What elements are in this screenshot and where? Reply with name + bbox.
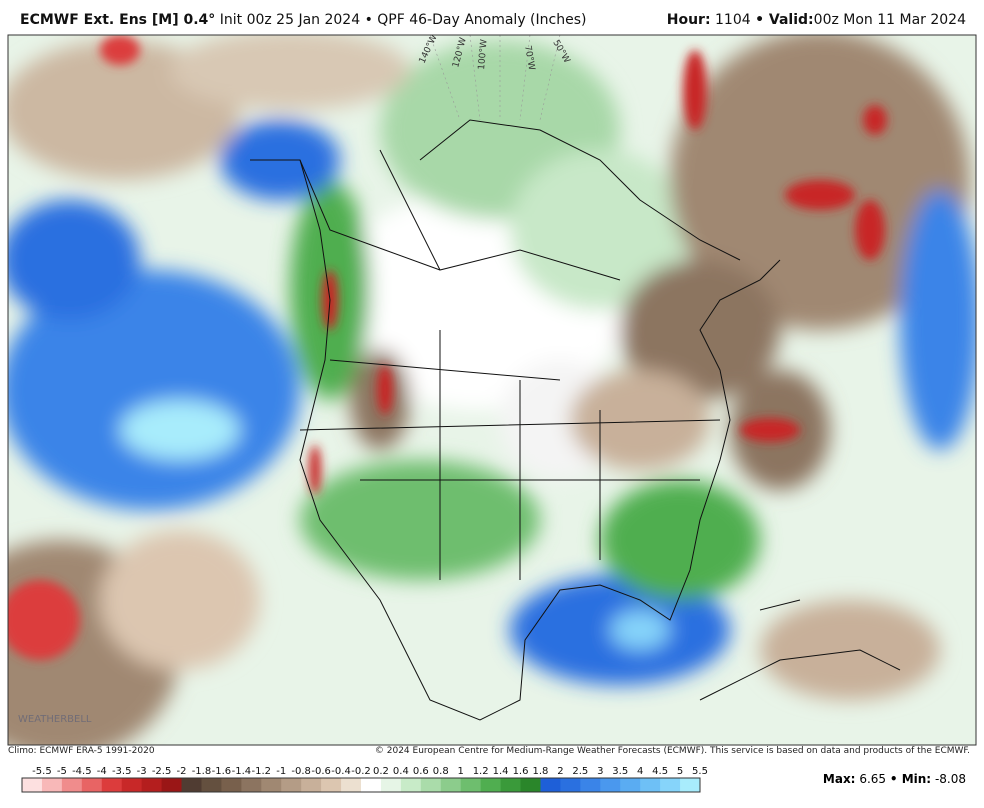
colorbar-tick-label: -1.8 <box>192 766 212 777</box>
colorbar-segment <box>121 778 143 792</box>
colorbar-tick-label: 1.2 <box>473 766 489 777</box>
colorbar-segment <box>81 778 103 792</box>
colorbar-tick-label: -0.8 <box>291 766 311 777</box>
max-label: Max: <box>822 772 856 786</box>
colorbar-tick-label: -1.4 <box>232 766 252 777</box>
colorbar-tick-label: -3.5 <box>112 766 132 777</box>
colorbar-segment <box>500 778 522 792</box>
colorbar-segment <box>620 778 641 792</box>
header-right: Hour: 1104 • Valid:00z Mon 11 Mar 2024 <box>667 12 966 28</box>
colorbar-tick-label: 2.5 <box>572 766 588 777</box>
max-min: Max: 6.65 • Min: -8.08 <box>823 772 966 786</box>
colorbar-tick-label: 0.4 <box>393 766 409 777</box>
colorbar-segment <box>261 778 282 792</box>
colorbar-segment <box>361 778 382 792</box>
copyright: © 2024 European Centre for Medium-Range … <box>374 746 970 756</box>
colorbar-segment <box>560 778 581 792</box>
colorbar-segment <box>221 778 242 792</box>
colorbar-segment <box>600 778 621 792</box>
colorbar-tick-label: -2 <box>177 766 187 777</box>
colorbar-segment <box>301 778 322 792</box>
colorbar-segment <box>101 778 123 792</box>
colorbar-segment <box>161 778 183 792</box>
colorbar-segment <box>480 778 502 792</box>
colorbar-segment <box>520 778 541 792</box>
colorbar-tick-label: 3.5 <box>612 766 628 777</box>
colorbar-tick-label: 5.5 <box>692 766 708 777</box>
max: 6.65 <box>859 772 887 786</box>
colorbar-tick-label: 4 <box>637 766 643 777</box>
colorbar-segment <box>640 778 661 792</box>
model: ECMWF Ext. Ens [M] 0.4° <box>20 12 216 28</box>
colorbar-segment <box>201 778 222 792</box>
colorbar-segment <box>400 778 422 792</box>
valid-label: • Valid: <box>755 12 814 28</box>
colorbar-tick-label: 3 <box>597 766 603 777</box>
min: -8.08 <box>934 772 966 786</box>
colorbar-tick-label: 5 <box>677 766 683 777</box>
colorbar-tick-label: 0.6 <box>413 766 429 777</box>
colorbar-segment <box>321 778 342 792</box>
colorbar-segment <box>540 778 561 792</box>
colorbar-segment <box>41 778 63 792</box>
colorbar-segment <box>420 778 442 792</box>
colorbar-segment <box>61 778 83 792</box>
colorbar-tick-label: 2 <box>557 766 563 777</box>
colorbar-segment <box>341 778 362 792</box>
colorbar-tick-label: 1.4 <box>493 766 509 777</box>
colorbar-segment <box>440 778 462 792</box>
min-label: • Min: <box>889 772 932 786</box>
lon-label: 70°W <box>522 45 536 71</box>
colorbar-tick-label: -2.5 <box>152 766 172 777</box>
hour: 1104 <box>715 12 751 28</box>
colorbar-tick-label: -0.2 <box>351 766 371 777</box>
lon-label: 100°W <box>477 39 490 70</box>
colorbar-segment <box>460 778 482 792</box>
colorbar-tick-label: -0.4 <box>331 766 351 777</box>
colorbar-frame <box>21 777 701 793</box>
colorbar-segment <box>680 778 701 792</box>
colorbar-tick-label: -4 <box>97 766 107 777</box>
watermark: WEATHERBELL <box>18 714 92 725</box>
anomaly-field: 140°W 120°W 100°W 70°W 50°W WEATHERBELL <box>8 35 976 745</box>
colorbar-tick-label: -3 <box>137 766 147 777</box>
colorbar-segment <box>22 778 43 792</box>
colorbar-tick-label: -1.6 <box>212 766 232 777</box>
colorbar-segment <box>660 778 681 792</box>
colorbar-segment <box>181 778 202 792</box>
product: • QPF 46-Day Anomaly (Inches) <box>364 12 587 28</box>
colorbar-tick-label: -1.2 <box>252 766 272 777</box>
colorbar-tick-label: 1.8 <box>533 766 549 777</box>
colorbar-segment <box>580 778 601 792</box>
colorbar-tick-label: 0.8 <box>433 766 449 777</box>
colorbar-segment <box>141 778 163 792</box>
colorbar-tick-label: 1 <box>458 766 464 777</box>
colorbar-segment <box>380 778 402 792</box>
header-left: ECMWF Ext. Ens [M] 0.4° Init 00z 25 Jan … <box>20 12 586 28</box>
init: Init 00z 25 Jan 2024 <box>219 12 361 28</box>
colorbar-tick-label: -1 <box>276 766 286 777</box>
colorbar-tick-label: -0.6 <box>311 766 331 777</box>
valid: 00z Mon 11 Mar 2024 <box>813 12 966 28</box>
colorbar-tick-label: 0.2 <box>373 766 389 777</box>
colorbar-tick-label: -5 <box>57 766 67 777</box>
colorbar: -5.5 -5 -4.5 -4 -3.5 -3 -2.5 -2 -1.8 -1.6 -1.4 -1.2… <box>21 766 708 793</box>
climo-note: Climo: ECMWF ERA-5 1991-2020 <box>8 746 155 756</box>
colorbar-tick-label: 1.6 <box>513 766 529 777</box>
colorbar-tick-label: 4.5 <box>652 766 668 777</box>
hour-label: Hour: <box>666 12 711 28</box>
boundaries <box>250 119 901 721</box>
colorbar-segment <box>241 778 262 792</box>
colorbar-segment <box>281 778 302 792</box>
colorbar-tick-label: -5.5 <box>32 766 52 777</box>
colorbar-tick-label: -4.5 <box>72 766 92 777</box>
